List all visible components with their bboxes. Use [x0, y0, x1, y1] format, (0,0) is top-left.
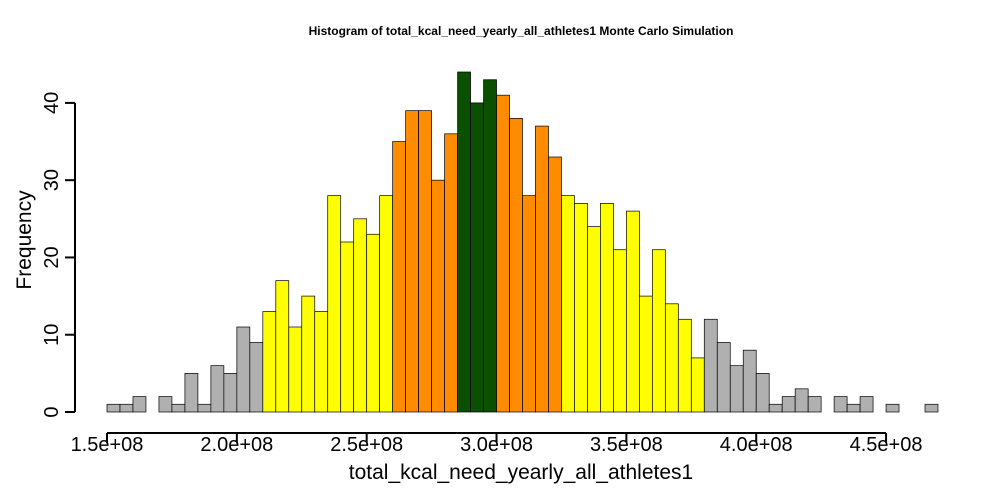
x-axis-label: total_kcal_need_yearly_all_athletes1 [349, 461, 693, 484]
histogram-bar [664, 303, 679, 413]
histogram-bar [210, 365, 225, 413]
histogram-bar [470, 102, 484, 413]
histogram-bar [236, 326, 251, 413]
histogram-bar [197, 403, 212, 413]
histogram-bar [353, 218, 368, 413]
histogram-bar [742, 349, 757, 413]
histogram-bar [496, 94, 510, 413]
histogram-bar [561, 195, 575, 413]
y-tick-label: 10 [41, 324, 63, 346]
x-axis: 1.5e+08 2.0e+08 2.5e+08 3.0e+08 3.5e+08 4.0e+… [71, 432, 923, 456]
histogram-bar [755, 373, 770, 413]
histogram-bar [859, 396, 874, 413]
histogram-bar [833, 396, 848, 413]
y-axis: 0 10 20 30 40 [41, 92, 76, 418]
x-tick-label: 4.5e+08 [850, 434, 923, 456]
histogram-bar [509, 118, 523, 413]
histogram-bar [729, 365, 744, 413]
histogram-bar [327, 195, 342, 413]
histogram-bar [690, 357, 705, 413]
histogram-bar [171, 403, 186, 413]
histogram-bar [262, 311, 277, 413]
histogram-bar [132, 396, 147, 413]
histogram-bar [600, 203, 614, 413]
histogram-bar [366, 233, 381, 413]
histogram-bar [885, 403, 900, 413]
histogram-bar [548, 156, 562, 413]
histogram-bar [768, 403, 783, 413]
histogram-bar [431, 179, 445, 413]
chart-title: Histogram of total_kcal_need_yearly_all_… [309, 24, 734, 38]
y-tick-label: 40 [41, 92, 63, 114]
histogram-bar [184, 373, 199, 413]
histogram-bar [807, 396, 822, 413]
x-tick-label: 3.0e+08 [460, 434, 533, 456]
histogram-bar [288, 326, 303, 413]
histogram-bar [119, 403, 134, 413]
histogram-bar [587, 226, 601, 413]
histogram-bar [340, 241, 355, 413]
histogram-bar [794, 388, 809, 413]
histogram-bar [522, 195, 536, 413]
histogram-bar [483, 79, 497, 413]
y-tick-label: 20 [41, 246, 63, 268]
x-tick-label: 1.5e+08 [71, 434, 144, 456]
histogram-bar [716, 342, 731, 413]
histogram-bar [639, 295, 653, 413]
histogram-bar [924, 403, 939, 413]
histogram-bar [535, 125, 549, 413]
histogram-bar [314, 311, 329, 413]
x-tick-label: 3.5e+08 [590, 434, 663, 456]
histogram-bar [223, 373, 238, 413]
histogram-bar [626, 210, 640, 413]
histogram-bar [677, 318, 692, 413]
histogram-bar [457, 71, 471, 413]
histogram-bar [275, 280, 290, 413]
histogram-bar [613, 249, 627, 413]
histogram-bar [106, 403, 121, 413]
histogram-bar [574, 203, 588, 413]
histogram-bar [651, 249, 666, 413]
histogram-bar [444, 133, 458, 413]
histogram-bar [405, 110, 419, 413]
y-axis-label: Frequency [13, 190, 36, 290]
bars-group [106, 71, 939, 413]
histogram-bar [781, 396, 796, 413]
x-tick-label: 2.5e+08 [330, 434, 403, 456]
histogram-bar [418, 110, 432, 413]
histogram-bar [249, 342, 264, 413]
histogram-bar [846, 403, 861, 413]
histogram-bar [703, 318, 718, 413]
y-tick-label: 0 [41, 406, 63, 417]
x-tick-label: 2.0e+08 [200, 434, 273, 456]
histogram-bar [301, 295, 316, 413]
histogram-bar [392, 141, 406, 413]
histogram-bar [379, 195, 394, 413]
y-tick-label: 30 [41, 169, 63, 191]
histogram-bar [158, 396, 173, 413]
x-tick-label: 4.0e+08 [720, 434, 793, 456]
